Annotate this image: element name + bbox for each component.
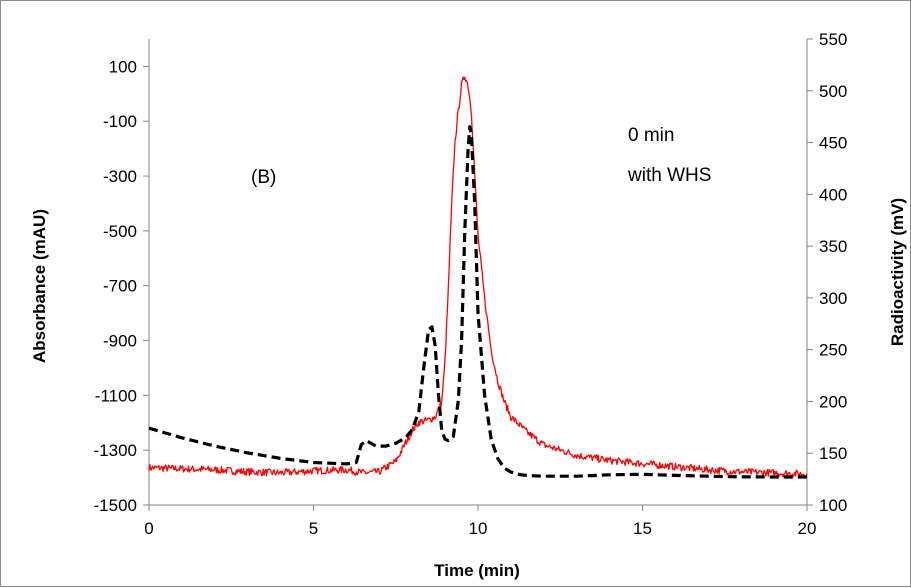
y-left-tick-label: -100 <box>103 112 137 131</box>
y-left-tick-label: -300 <box>103 167 137 186</box>
y-left-tick-label: -500 <box>103 222 137 241</box>
x-tick-label: 5 <box>309 519 318 538</box>
x-axis-title: Time (min) <box>434 561 520 580</box>
y-left-tick-label: -1300 <box>94 441 137 460</box>
y-right-tick-label: 500 <box>819 82 847 101</box>
y-left-tick-label: -1100 <box>95 386 137 405</box>
annotation-line-1: 0 min <box>628 125 674 146</box>
y-right-tick-label: 250 <box>819 341 847 360</box>
x-tick-label: 0 <box>144 519 153 538</box>
panel-label: (B) <box>251 167 276 188</box>
y-axis-left-title: Absorbance (mAU) <box>30 209 49 363</box>
x-tick-label: 15 <box>633 519 652 538</box>
y-right-tick-label: 100 <box>819 496 847 515</box>
y-right-tick-label: 350 <box>819 237 847 256</box>
y-right-tick-label: 450 <box>819 134 847 153</box>
x-tick-label: 20 <box>798 519 817 538</box>
series-radioactivity-line <box>148 76 808 479</box>
y-left-tick-label: -1500 <box>94 496 137 515</box>
y-right-tick-label: 150 <box>819 444 847 463</box>
x-tick-label: 10 <box>469 519 488 538</box>
y-left-tick-label: -900 <box>103 332 137 351</box>
y-right-tick-label: 200 <box>819 392 847 411</box>
axes-layer <box>148 39 808 506</box>
ticks-layer: 0 5 10 15 20100-100-300-500-700-900-1100-130… <box>94 30 848 538</box>
y-left-tick-label: -700 <box>103 277 137 296</box>
series-layer <box>148 76 808 479</box>
series-absorbance-line <box>148 125 807 479</box>
y-right-tick-label: 400 <box>819 185 847 204</box>
annotation-line-2: with WHS <box>627 165 711 186</box>
y-left-tick-label: 100 <box>109 57 137 76</box>
y-right-tick-label: 300 <box>819 289 847 308</box>
y-axis-right-title: Radioactivity (mV) <box>888 198 907 346</box>
y-right-tick-label: 550 <box>819 30 847 49</box>
